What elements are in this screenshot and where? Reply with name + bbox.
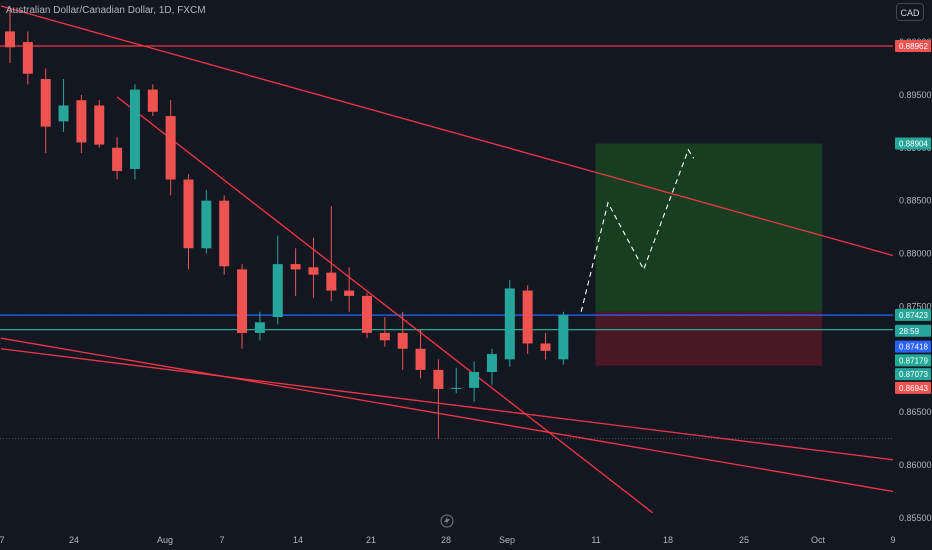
trendline-2 bbox=[0, 337, 893, 493]
y-tick-label: 0.85500 bbox=[899, 513, 932, 523]
price-badge bbox=[895, 354, 931, 367]
price-badge bbox=[895, 308, 931, 321]
candle-body bbox=[219, 200, 230, 267]
candle-body bbox=[22, 42, 33, 74]
y-tick-label: 0.88500 bbox=[899, 196, 932, 206]
candle-body bbox=[147, 89, 158, 112]
price-badge bbox=[895, 368, 931, 381]
candle-body bbox=[290, 264, 301, 270]
candle-body bbox=[558, 314, 569, 360]
x-tick-label: 11 bbox=[591, 535, 600, 545]
price-badge bbox=[895, 40, 931, 53]
price-badge bbox=[895, 137, 931, 150]
x-tick-label: 14 bbox=[293, 535, 303, 545]
loss-zone bbox=[595, 311, 823, 366]
y-tick-label: 0.86000 bbox=[899, 460, 932, 470]
candle-body bbox=[362, 295, 372, 333]
projection-path bbox=[580, 148, 695, 312]
candle-body bbox=[379, 332, 390, 341]
candle-body bbox=[40, 79, 51, 127]
trendline-0 bbox=[0, 5, 893, 257]
price-badge-label: 0.87418 bbox=[899, 343, 928, 352]
currency-button[interactable]: CAD bbox=[896, 3, 924, 21]
candle-body bbox=[254, 322, 265, 333]
candle-body bbox=[129, 89, 140, 169]
symbol-title[interactable]: Australian Dollar/Canadian Dollar, 1D, F… bbox=[6, 5, 206, 16]
candle-body bbox=[522, 290, 533, 344]
y-tick-label: 0.86500 bbox=[899, 407, 932, 417]
price-badge-label: 0.86943 bbox=[899, 384, 928, 393]
trendline-3 bbox=[0, 348, 893, 461]
y-tick-label: 0.87500 bbox=[899, 301, 932, 311]
candle-body bbox=[237, 269, 248, 333]
price-badge bbox=[895, 340, 931, 353]
x-tick-label: Aug bbox=[157, 535, 173, 545]
price-badge-label: 0.87179 bbox=[899, 356, 928, 365]
candle-body bbox=[308, 267, 319, 275]
x-tick-label: Oct bbox=[811, 535, 826, 545]
candle-body bbox=[344, 290, 355, 296]
candle-body bbox=[326, 272, 337, 291]
profit-zone bbox=[595, 143, 823, 312]
x-tick-label: 7 bbox=[219, 535, 224, 545]
candle-body bbox=[272, 264, 283, 318]
x-tick-label: 7 bbox=[0, 535, 5, 545]
candle-body bbox=[486, 354, 497, 373]
x-tick-label: 25 bbox=[739, 535, 749, 545]
price-badge-label: 28:59 bbox=[899, 327, 920, 336]
candle-body bbox=[397, 332, 408, 349]
x-tick-label: 24 bbox=[69, 535, 79, 545]
candle-body bbox=[469, 372, 480, 388]
candle-body bbox=[58, 105, 69, 122]
candle-body bbox=[540, 343, 551, 351]
candle-body bbox=[433, 369, 444, 389]
price-badge-label: 0.87423 bbox=[899, 311, 928, 320]
candle-body bbox=[504, 288, 515, 360]
price-badge bbox=[895, 381, 931, 394]
price-badge-label: 0.87073 bbox=[899, 370, 928, 379]
candle-body bbox=[76, 100, 87, 143]
x-tick-label: 21 bbox=[366, 535, 376, 545]
price-badge-label: 0.88962 bbox=[899, 42, 928, 51]
y-tick-label: 0.88000 bbox=[899, 249, 932, 259]
trendline-1 bbox=[116, 96, 653, 514]
x-tick-label: 9 bbox=[890, 535, 895, 545]
candle-body bbox=[183, 179, 194, 249]
price-badge bbox=[895, 324, 931, 337]
price-axis bbox=[893, 0, 932, 550]
candle-body bbox=[451, 387, 462, 389]
price-badge-label: 0.88904 bbox=[899, 140, 928, 149]
x-tick-label: 18 bbox=[663, 535, 673, 545]
plot-area bbox=[0, 5, 893, 514]
y-tick-label: 0.89500 bbox=[899, 90, 932, 100]
x-tick-label: 28 bbox=[441, 535, 451, 545]
x-tick-label: Sep bbox=[499, 535, 515, 545]
candle-body bbox=[165, 116, 176, 180]
candle-body bbox=[112, 147, 123, 172]
candle-body bbox=[94, 105, 105, 145]
lightning-bolt-icon[interactable] bbox=[440, 514, 454, 528]
candle-body bbox=[5, 31, 15, 48]
candle-body bbox=[201, 200, 212, 249]
candle-body bbox=[415, 348, 426, 370]
